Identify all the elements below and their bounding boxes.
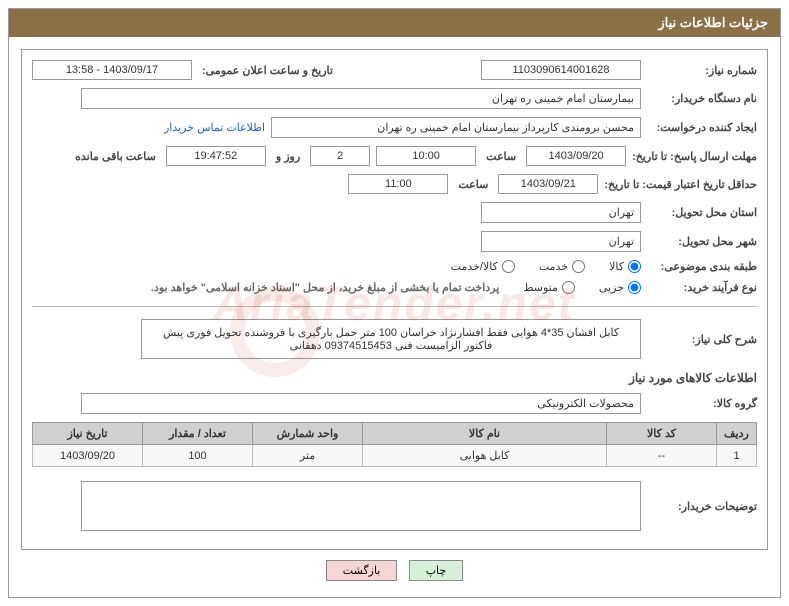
radio-service-label: خدمت [539,260,568,273]
cell-code: -- [607,445,717,467]
radio-medium[interactable]: متوسط [523,281,575,294]
group-label: گروه کالا: [647,397,757,410]
radio-medium-input[interactable] [562,281,575,294]
requester-label: ایجاد کننده درخواست: [647,121,757,134]
radio-service[interactable]: خدمت [539,260,585,273]
inner-frame: شماره نیاز: 1103090614001628 تاریخ و ساع… [21,49,768,550]
buyer-notes-label: توضیحات خریدار: [647,500,757,513]
divider-1 [32,306,757,307]
th-unit: واحد شمارش [253,423,363,445]
validity-date-value: 1403/09/21 [498,174,598,194]
days-label: روز و [272,150,304,163]
radio-medium-label: متوسط [523,281,558,294]
radio-partial[interactable]: جزیی [599,281,641,294]
days-value: 2 [310,146,370,166]
form-panel: جزئیات اطلاعات نیاز AriaTender.net شماره… [8,8,781,598]
process-label: نوع فرآیند خرید: [647,281,757,294]
cell-unit: متر [253,445,363,467]
summary-value: کابل افشان 35*4 هوایی فقط افشارنژاد خراس… [141,319,641,359]
th-name: نام کالا [363,423,607,445]
province-label: استان محل تحویل: [647,206,757,219]
summary-label: شرح کلی نیاز: [647,333,757,346]
hour-label-1: ساعت [482,150,520,163]
cell-row: 1 [717,445,757,467]
announce-value: 1403/09/17 - 13:58 [32,60,192,80]
buyer-contact-link[interactable]: اطلاعات تماس خریدار [164,121,265,134]
need-no-label: شماره نیاز: [647,64,757,77]
panel-content: AriaTender.net شماره نیاز: 1103090614001… [9,37,780,597]
response-hour-value: 10:00 [376,146,476,166]
city-label: شهر محل تحویل: [647,235,757,248]
response-date-value: 1403/09/20 [526,146,626,166]
table-header-row: ردیف کد کالا نام کالا واحد شمارش تعداد /… [33,423,757,445]
radio-both-input[interactable] [502,260,515,273]
group-value: محصولات الکترونیکی [81,393,641,414]
radio-both[interactable]: کالا/خدمت [451,260,515,273]
panel-header: جزئیات اطلاعات نیاز [9,9,780,37]
radio-service-input[interactable] [572,260,585,273]
countdown-value: 19:47:52 [166,146,266,166]
cell-name: کابل هوایی [363,445,607,467]
th-row: ردیف [717,423,757,445]
button-bar: چاپ بازگشت [21,550,768,585]
th-date: تاریخ نیاز [33,423,143,445]
buyer-notes-value [81,481,641,531]
response-deadline-label: مهلت ارسال پاسخ: تا تاریخ: [632,150,757,163]
validity-label: حداقل تاریخ اعتبار قیمت: تا تاریخ: [604,178,757,191]
radio-goods-input[interactable] [628,260,641,273]
radio-partial-label: جزیی [599,281,624,294]
th-qty: تعداد / مقدار [143,423,253,445]
table-row: 1 -- کابل هوایی متر 100 1403/09/20 [33,445,757,467]
radio-goods-label: کالا [609,260,624,273]
province-value: تهران [481,202,641,223]
announce-label: تاریخ و ساعت اعلان عمومی: [198,64,337,77]
cell-qty: 100 [143,445,253,467]
print-button[interactable]: چاپ [409,560,464,581]
remain-label: ساعت باقی مانده [71,150,160,163]
hour-label-2: ساعت [454,178,492,191]
buyer-org-value: بیمارستان امام خمینی ره تهران [81,88,641,109]
radio-goods[interactable]: کالا [609,260,641,273]
city-value: تهران [481,231,641,252]
back-button[interactable]: بازگشت [326,560,398,581]
process-note: پرداخت تمام یا بخشی از مبلغ خرید، از محل… [151,281,499,294]
buyer-org-label: نام دستگاه خریدار: [647,92,757,105]
radio-partial-input[interactable] [628,281,641,294]
validity-hour-value: 11:00 [348,174,448,194]
radio-both-label: کالا/خدمت [451,260,498,273]
goods-info-title: اطلاعات کالاهای مورد نیاز [32,371,757,385]
cell-date: 1403/09/20 [33,445,143,467]
category-label: طبقه بندی موضوعی: [647,260,757,273]
requester-value: محسن برومندی کارپرداز بیمارستان امام خمی… [271,117,641,138]
th-code: کد کالا [607,423,717,445]
items-table: ردیف کد کالا نام کالا واحد شمارش تعداد /… [32,422,757,467]
need-no-value: 1103090614001628 [481,60,641,80]
